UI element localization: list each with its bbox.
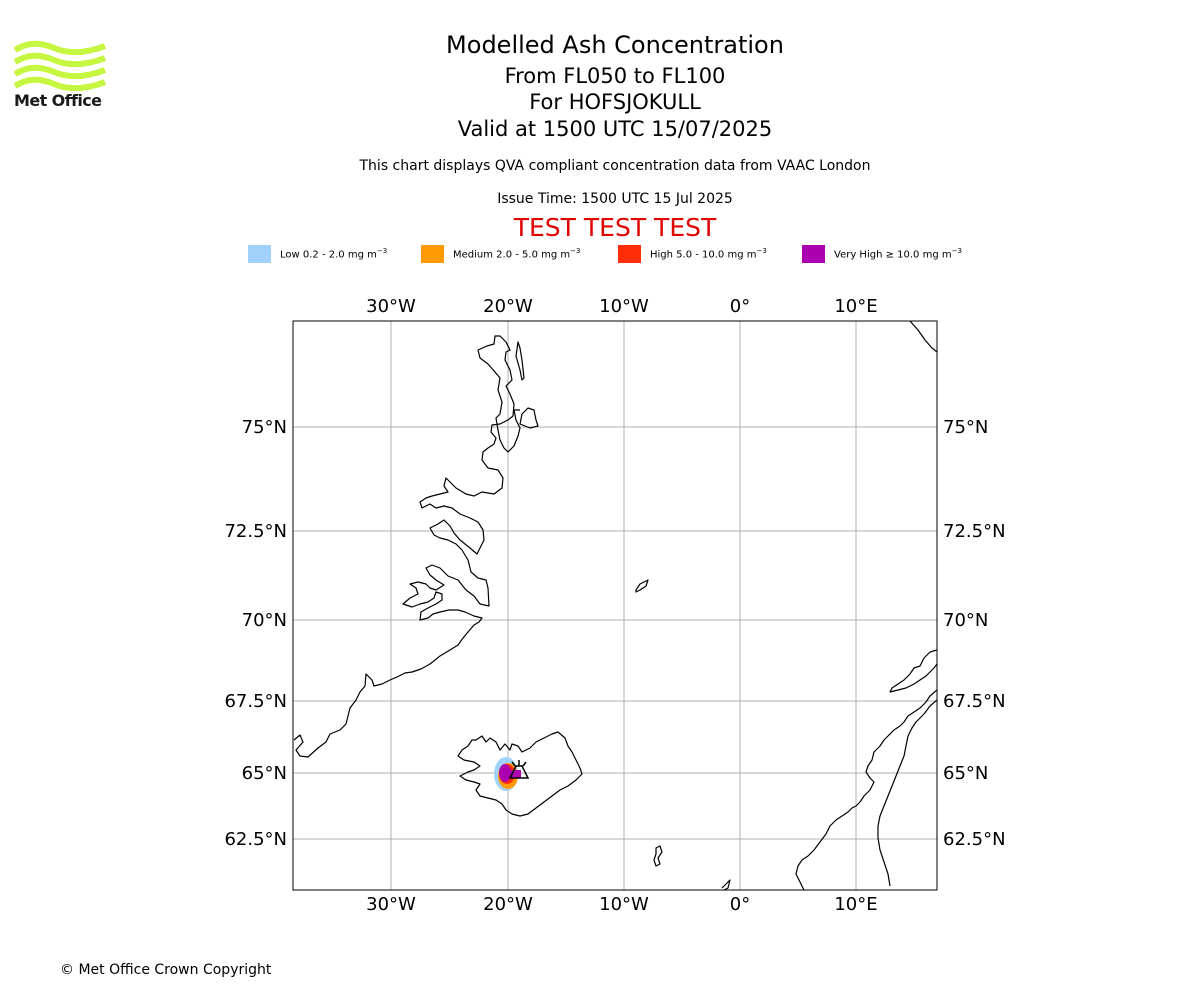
greenland-coastline: [293, 335, 521, 758]
lat-ticks-right: 75°N 72.5°N 70°N 67.5°N 65°N 62.5°N: [943, 417, 1006, 850]
legend-label-low: Low 0.2 - 2.0 mg m−3: [280, 247, 388, 261]
lon-tick-bottom: 10°W: [599, 894, 649, 915]
legend-label-medium: Medium 2.0 - 5.0 mg m−3: [453, 247, 581, 261]
volcano-name: For HOFSJOKULL: [529, 90, 701, 114]
map-background: [293, 321, 937, 890]
lon-tick-bottom: 20°W: [483, 894, 533, 915]
svalbard-coast: [909, 321, 937, 353]
map-frame: [292, 320, 938, 891]
logo-wave: [14, 64, 106, 80]
lat-tick-left: 65°N: [242, 763, 287, 784]
ash-zone-very-high-east: [509, 770, 521, 778]
lat-tick-right: 75°N: [943, 417, 988, 438]
legend-swatch-very-high: [802, 245, 825, 263]
lat-tick-left: 72.5°N: [224, 521, 287, 542]
met-office-logo: [14, 40, 106, 92]
lon-tick-top: 20°W: [483, 296, 533, 317]
lon-ticks-top: 30°W 20°W 10°W 0° 10°E: [366, 296, 877, 317]
coastlines: [293, 321, 937, 890]
lat-tick-right: 72.5°N: [943, 521, 1006, 542]
jan-mayen: [635, 579, 649, 593]
logo-wave: [14, 40, 106, 56]
legend-swatch-high: [618, 245, 641, 263]
copyright-notice: © Met Office Crown Copyright: [60, 962, 272, 978]
legend-swatch-medium: [421, 245, 444, 263]
lon-tick-top: 30°W: [366, 296, 416, 317]
shetland: [721, 879, 731, 890]
lon-ticks-bottom: 30°W 20°W 10°W 0° 10°E: [366, 894, 877, 915]
faroe-islands: [653, 845, 663, 867]
iceland-coastline: [457, 731, 583, 817]
greenland-inlet: [515, 341, 525, 381]
chart-description: This chart displays QVA compliant concen…: [359, 158, 871, 174]
lat-tick-right: 62.5°N: [943, 829, 1006, 850]
greenland-island: [519, 407, 539, 429]
ash-zone-very-high: [499, 764, 511, 782]
legend-swatch-low: [248, 245, 271, 263]
lat-tick-right: 67.5°N: [943, 691, 1006, 712]
logo-wave: [14, 52, 106, 68]
norway-coastline: [795, 649, 937, 890]
legend-label-high: High 5.0 - 10.0 mg m−3: [650, 247, 767, 261]
logo-wave: [14, 76, 106, 92]
lat-tick-left: 67.5°N: [224, 691, 287, 712]
lon-tick-top: 0°: [730, 296, 750, 317]
legend-item-low: Low 0.2 - 2.0 mg m−3: [248, 245, 387, 263]
issue-time: Issue Time: 1500 UTC 15 Jul 2025: [497, 191, 733, 207]
volcano-icon: [508, 760, 530, 779]
lon-tick-top: 10°E: [834, 296, 877, 317]
lon-tick-top: 10°W: [599, 296, 649, 317]
legend-label-very-high: Very High ≥ 10.0 mg m−3: [834, 247, 962, 261]
chart-title: Modelled Ash Concentration: [446, 31, 784, 59]
valid-time: Valid at 1500 UTC 15/07/2025: [457, 117, 773, 141]
lon-tick-bottom: 10°E: [834, 894, 877, 915]
legend-item-very-high: Very High ≥ 10.0 mg m−3: [802, 245, 962, 263]
legend-item-medium: Medium 2.0 - 5.0 mg m−3: [421, 245, 580, 263]
lat-ticks-left: 75°N 72.5°N 70°N 67.5°N 65°N 62.5°N: [224, 417, 287, 850]
test-banner: TEST TEST TEST: [513, 213, 717, 242]
lat-tick-left: 62.5°N: [224, 829, 287, 850]
lat-tick-right: 70°N: [943, 610, 988, 631]
met-office-logo-text: Met Office: [14, 91, 102, 110]
lat-tick-left: 70°N: [242, 610, 287, 631]
legend-item-high: High 5.0 - 10.0 mg m−3: [618, 245, 767, 263]
flight-level-range: From FL050 to FL100: [504, 64, 726, 88]
lat-tick-right: 65°N: [943, 763, 988, 784]
lon-tick-bottom: 0°: [730, 894, 750, 915]
lon-tick-bottom: 30°W: [366, 894, 416, 915]
gridlines: [293, 321, 937, 890]
ash-plume: [494, 757, 521, 791]
lat-tick-left: 75°N: [242, 417, 287, 438]
